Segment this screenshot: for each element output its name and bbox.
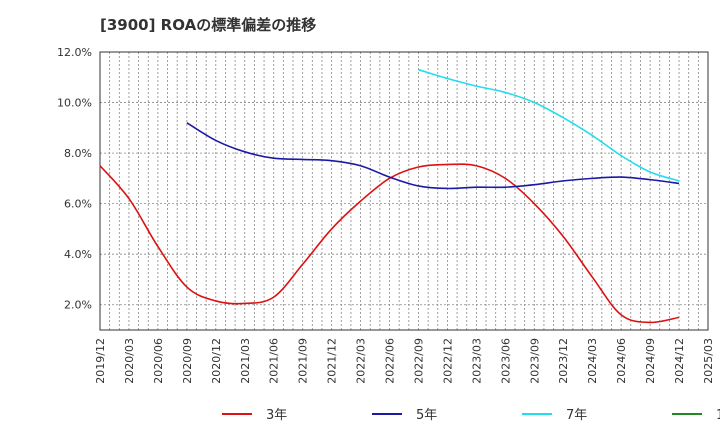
plot-frame bbox=[99, 51, 709, 331]
x-tick-label: 2023/03 bbox=[470, 338, 483, 384]
legend-label: 10年 bbox=[716, 408, 720, 423]
x-tick-label: 2021/12 bbox=[326, 338, 339, 384]
series-line-3 bbox=[418, 68, 680, 182]
axes: 2.0% 4.0% 6.0% 8.0% 10.0% 12.0% 2019/12 2020/03… bbox=[57, 46, 715, 384]
chart-title: [3900] ROAの標準偏差の推移 bbox=[100, 16, 317, 34]
series-line-1 bbox=[99, 163, 680, 324]
series-group bbox=[99, 68, 680, 324]
x-tick-label: 2020/03 bbox=[123, 338, 136, 384]
series-line-2 bbox=[186, 122, 680, 190]
x-tick-label: 2024/06 bbox=[615, 338, 628, 384]
y-tick-label: 2.0% bbox=[64, 299, 92, 312]
x-tick-label: 2022/09 bbox=[412, 338, 425, 384]
x-tick-label: 2024/09 bbox=[644, 338, 657, 384]
x-tick-label: 2023/12 bbox=[557, 338, 570, 384]
x-tick-label: 2020/06 bbox=[152, 338, 165, 384]
legend-label: 7年 bbox=[566, 408, 587, 423]
y-tick-label: 4.0% bbox=[64, 248, 92, 261]
x-tick-label: 2023/09 bbox=[528, 338, 541, 384]
x-tick-label: 2024/03 bbox=[586, 338, 599, 384]
x-tick-label: 2022/12 bbox=[441, 338, 454, 384]
x-tick-label: 2020/09 bbox=[181, 338, 194, 384]
legend-label: 3年 bbox=[266, 408, 287, 423]
legend-label: 5年 bbox=[416, 408, 437, 423]
y-tick-label: 6.0% bbox=[64, 198, 92, 211]
x-tick-label: 2021/09 bbox=[297, 338, 310, 384]
y-tick-label: 10.0% bbox=[57, 97, 92, 110]
x-tick-label: 2021/03 bbox=[239, 338, 252, 384]
grid bbox=[99, 51, 708, 330]
x-tick-label: 2020/12 bbox=[210, 338, 223, 384]
x-tick-label: 2024/12 bbox=[673, 338, 686, 384]
x-tick-label: 2023/06 bbox=[499, 338, 512, 384]
y-tick-label: 12.0% bbox=[57, 46, 92, 59]
x-tick-label: 2025/03 bbox=[702, 338, 715, 384]
x-tick-label: 2021/06 bbox=[268, 338, 281, 384]
x-tick-label: 2022/03 bbox=[355, 338, 368, 384]
x-tick-label: 2022/06 bbox=[384, 338, 397, 384]
x-tick-label: 2019/12 bbox=[94, 338, 107, 384]
y-tick-label: 8.0% bbox=[64, 147, 92, 160]
legend: 3年 5年 7年 10年 bbox=[222, 408, 720, 423]
